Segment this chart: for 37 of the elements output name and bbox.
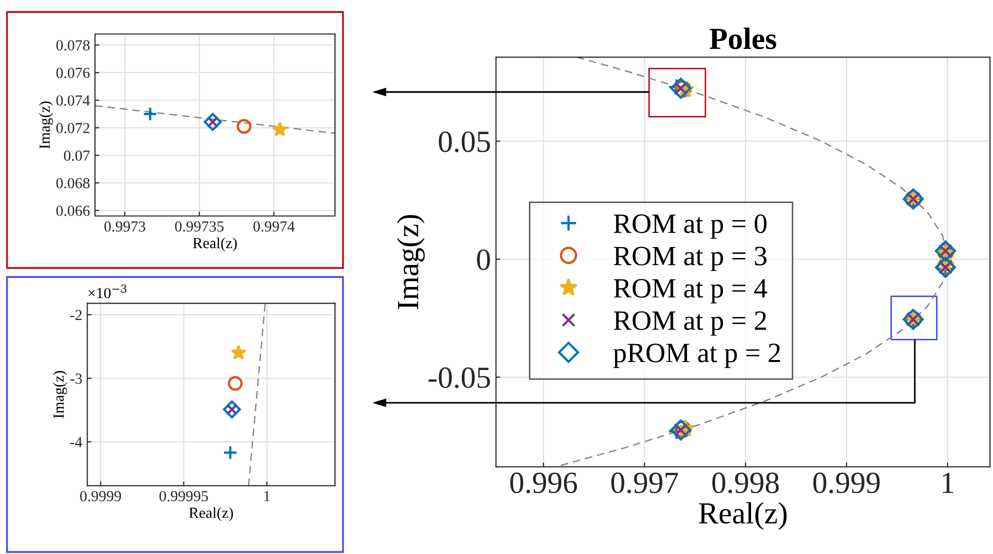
text: ×10$^{−3}$ — [88, 284, 126, 298]
x-axis-title: Real(z) — [698, 502, 787, 530]
x-tick-label: 0.9999 — [80, 491, 121, 502]
x-tick-label: 1 — [942, 472, 954, 493]
x-tick-label: 0.99735 — [175, 221, 224, 232]
y-tick-label: 0.078 — [56, 40, 90, 51]
legend-label: ROM at p = 4 — [614, 279, 768, 304]
x-tick-label: 0.9974 — [253, 221, 295, 232]
x-tick-label: 0.999 — [813, 472, 880, 494]
y-tick-label: 0.05 — [438, 131, 490, 152]
x-tick-label: 0.99995 — [159, 491, 208, 502]
y-tick-label: -4 — [70, 437, 82, 448]
legend-label: ROM at p = 2 — [614, 311, 766, 336]
y-tick-label: -0.05 — [428, 367, 490, 388]
legend-label: ROM at p = 0 — [614, 214, 766, 239]
y-tick-label: 0.068 — [56, 178, 90, 188]
x-tick-label: 1 — [264, 491, 270, 502]
x-axis-title: Real(z) — [192, 237, 237, 252]
y-tick-label: 0 — [477, 249, 490, 270]
y-tick-label: 0.07 — [64, 150, 90, 161]
y-tick-label: 0.076 — [56, 68, 90, 78]
x-axis-title: Real(z) — [189, 507, 233, 522]
y-tick-label: -3 — [70, 373, 82, 384]
y-axis-title: Imag(z) — [53, 371, 67, 418]
y-tick-label: 0.072 — [56, 122, 90, 134]
y-tick-label: 0.074 — [56, 95, 90, 106]
x-tick-label: 0.9973 — [104, 221, 146, 232]
y-tick-label: 0.066 — [56, 206, 90, 216]
y-axis-title: Imag(z) — [39, 102, 53, 149]
legend-label: ROM at p = 3 — [614, 246, 766, 272]
y-axis-title: Imag(z) — [396, 214, 425, 310]
x-tick-label: 0.996 — [510, 472, 577, 494]
legend-label: pROM at p = 2 — [613, 344, 780, 368]
chart-title: Poles — [710, 28, 776, 50]
y-tick-label: -2 — [70, 310, 82, 320]
x-tick-label: 0.997 — [611, 472, 678, 494]
x-tick-label: 0.998 — [712, 472, 779, 494]
